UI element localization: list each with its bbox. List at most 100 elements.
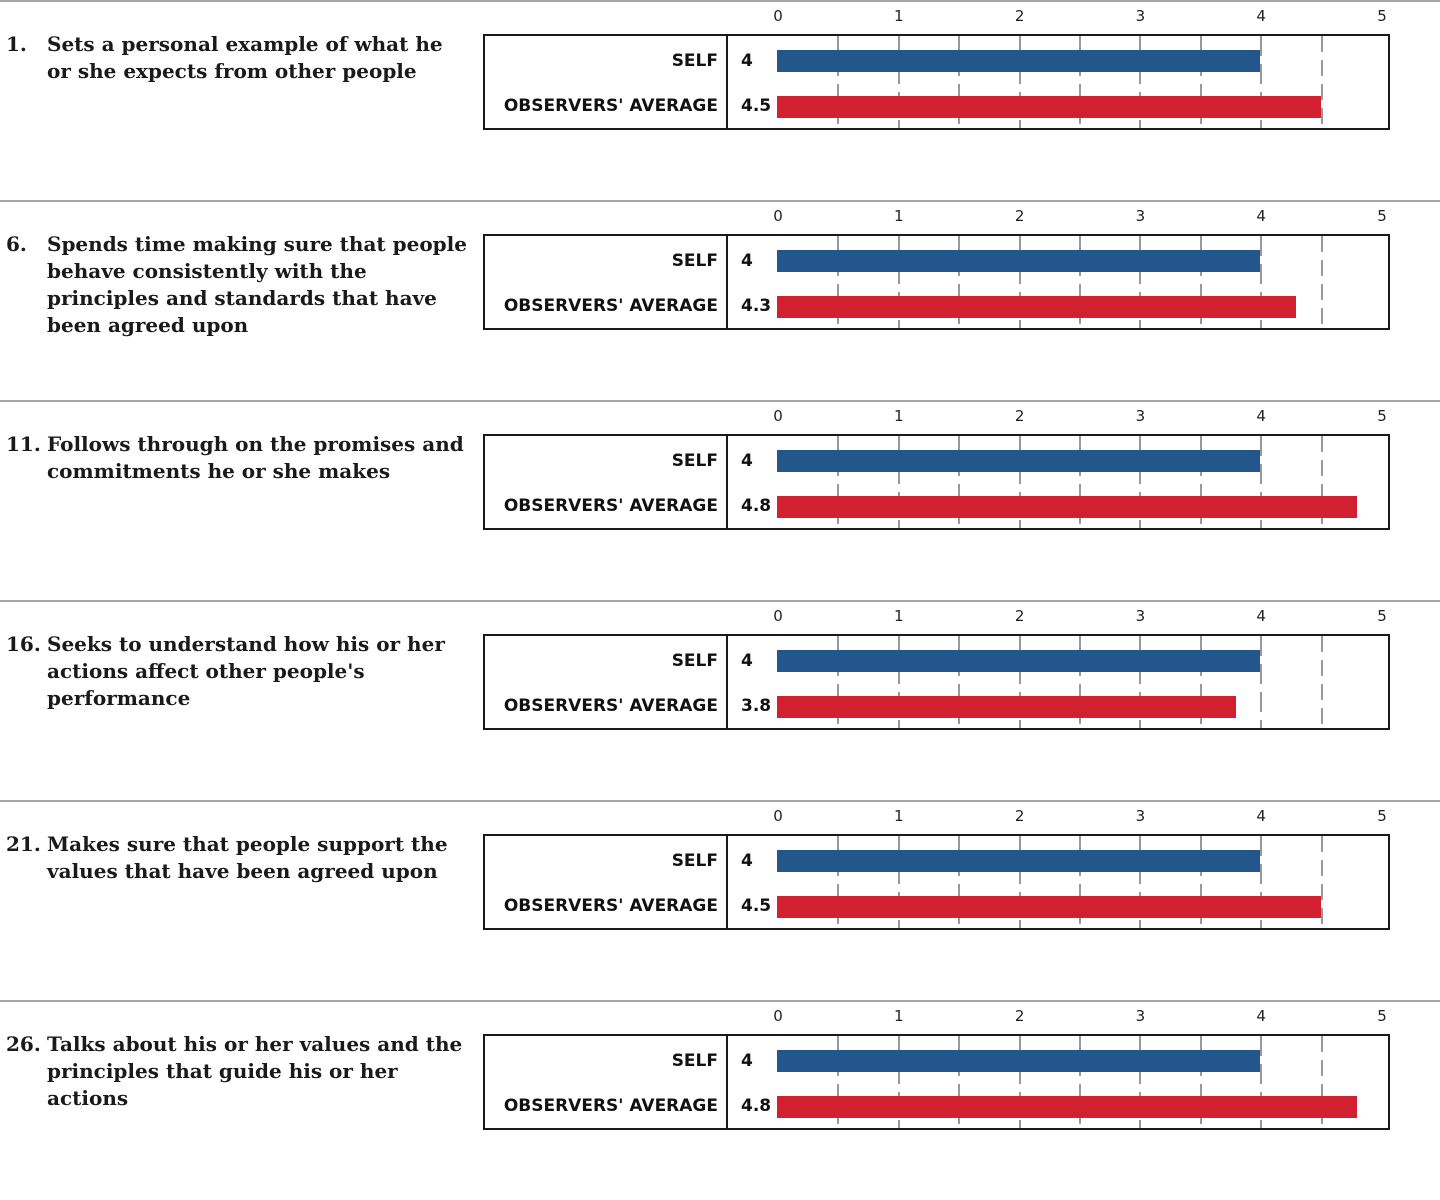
axis-tick-label: 0	[773, 607, 783, 625]
grid-line	[1320, 836, 1323, 928]
axis-tick-label: 2	[1014, 807, 1025, 825]
grid-line	[1320, 36, 1323, 128]
self-value: 4	[741, 1051, 753, 1071]
grid-line	[1199, 1036, 1202, 1128]
grid-line	[897, 236, 900, 328]
item-number: 6.	[6, 232, 27, 256]
item-section: 6. Spends time making sure that people b…	[0, 200, 1440, 400]
axis-tick-label: 5	[1377, 607, 1387, 625]
grid-line	[958, 36, 961, 128]
axis-tick-label: 1	[894, 807, 904, 825]
axis-tick-label: 5	[1377, 7, 1387, 25]
self-bar	[777, 450, 1261, 472]
section-divider	[0, 400, 1440, 402]
grid-line	[958, 1036, 961, 1128]
grid-line	[837, 236, 840, 328]
rating-box: SELF 4 OBSERVERS' AVERAGE 4.8	[483, 1034, 1390, 1130]
item-section: 11. Follows through on the promises and …	[0, 400, 1440, 600]
axis-tick-label: 5	[1377, 1007, 1387, 1025]
self-bar	[777, 850, 1261, 872]
self-label: SELF	[671, 651, 718, 671]
grid-line	[897, 636, 900, 728]
axis-tick-label: 3	[1135, 807, 1146, 825]
item-section: 16. Seeks to understand how his or her a…	[0, 600, 1440, 800]
self-value: 4	[741, 851, 753, 871]
grid-line	[837, 436, 840, 528]
section-divider	[0, 1000, 1440, 1002]
self-value: 4	[741, 451, 753, 471]
grid-line	[1079, 636, 1081, 728]
grid-line	[1079, 36, 1081, 128]
grid-line	[1139, 636, 1142, 728]
self-bar	[777, 650, 1261, 672]
grid-line	[1139, 36, 1142, 128]
section-divider	[0, 200, 1440, 202]
axis-tick-label: 3	[1135, 207, 1146, 225]
axis-tick-label: 1	[894, 607, 904, 625]
observers-bar	[777, 296, 1297, 318]
self-label: SELF	[671, 1051, 718, 1071]
self-bar	[777, 1050, 1261, 1072]
grid-line	[958, 436, 961, 528]
grid-line	[897, 36, 900, 128]
grid-line	[1260, 636, 1263, 728]
self-bar	[777, 250, 1261, 272]
grid-line	[1018, 436, 1021, 528]
observers-label: OBSERVERS' AVERAGE	[503, 496, 718, 516]
grid-line	[1199, 636, 1202, 728]
axis-tick-label: 0	[773, 807, 783, 825]
observers-value: 4.8	[741, 1096, 772, 1116]
observers-label: OBSERVERS' AVERAGE	[503, 96, 718, 116]
grid-line	[1199, 836, 1202, 928]
grid-line	[958, 836, 961, 928]
grid-line	[1199, 236, 1202, 328]
item-number: 16.	[6, 632, 41, 656]
item-number: 1.	[6, 32, 27, 56]
grid-line	[958, 236, 961, 328]
rating-box: SELF 4 OBSERVERS' AVERAGE 4.3	[483, 234, 1390, 330]
observers-value: 4.5	[741, 96, 772, 116]
grid-line	[1320, 436, 1323, 528]
grid-line	[897, 1036, 900, 1128]
grid-line	[1079, 836, 1081, 928]
label-separator	[726, 1036, 728, 1128]
grid-line	[1199, 36, 1202, 128]
self-label: SELF	[671, 51, 718, 71]
axis-tick-label: 1	[894, 7, 904, 25]
axis-tick-label: 3	[1135, 7, 1146, 25]
observers-bar	[777, 696, 1237, 718]
label-separator	[726, 636, 728, 728]
grid-line	[837, 636, 840, 728]
item-text: Sets a personal example of what he or sh…	[47, 32, 443, 83]
item-number: 21.	[6, 832, 41, 856]
observers-label: OBSERVERS' AVERAGE	[503, 296, 718, 316]
grid-line	[1260, 36, 1263, 128]
grid-line	[897, 436, 900, 528]
observers-bar	[777, 496, 1357, 518]
grid-line	[1139, 1036, 1142, 1128]
item-number: 11.	[6, 432, 41, 456]
grid-line	[1260, 836, 1263, 928]
grid-line	[1260, 1036, 1263, 1128]
grid-line	[1018, 36, 1021, 128]
grid-line	[1320, 636, 1323, 728]
observers-value: 3.8	[741, 696, 772, 716]
axis-tick-label: 3	[1135, 607, 1146, 625]
rating-box: SELF 4 OBSERVERS' AVERAGE 3.8	[483, 634, 1390, 730]
observers-value: 4.8	[741, 496, 772, 516]
axis-tick-label: 2	[1014, 207, 1025, 225]
label-separator	[726, 436, 728, 528]
grid-line	[1139, 236, 1142, 328]
axis-tick-label: 4	[1256, 1007, 1266, 1025]
grid-line	[1079, 236, 1081, 328]
axis-tick-label: 1	[894, 407, 904, 425]
grid-line	[1079, 1036, 1081, 1128]
axis-tick-label: 2	[1014, 407, 1025, 425]
axis-tick-label: 5	[1377, 407, 1387, 425]
grid-line	[1260, 436, 1263, 528]
rating-box: SELF 4 OBSERVERS' AVERAGE 4.5	[483, 34, 1390, 130]
self-value: 4	[741, 251, 753, 271]
label-separator	[726, 836, 728, 928]
self-label: SELF	[671, 251, 718, 271]
axis-tick-label: 4	[1256, 207, 1266, 225]
